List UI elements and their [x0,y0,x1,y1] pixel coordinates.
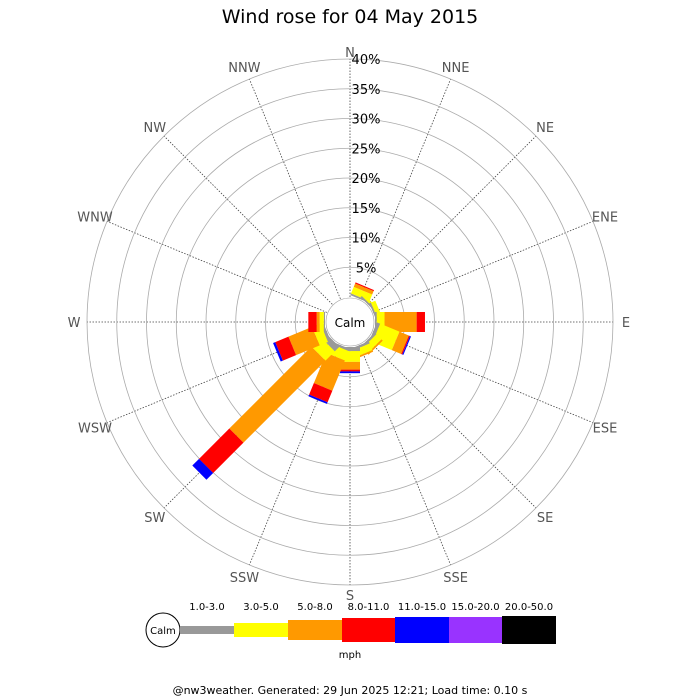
direction-label-n: N [345,46,355,61]
calm-circle [325,297,375,347]
spoke-nw [163,135,333,305]
pct-tick-label: 25% [352,142,381,157]
bar-w-bin3 [308,312,317,332]
direction-label-w: W [68,316,81,331]
direction-label-e: E [622,316,630,331]
bar-ese-bin2 [391,331,409,355]
legend-calm-label: Calm [150,626,176,637]
legend-swatch-bin4 [395,617,449,643]
legend-label-bin6: 20.0-50.0 [505,602,553,613]
legend-unit-label: mph [339,650,361,661]
legend-swatch-bin1 [234,623,288,637]
legend-label-bin4: 11.0-15.0 [398,602,446,613]
bar-wsw-bin3 [275,336,297,361]
direction-label-ese: ESE [593,422,618,437]
legend-label-bin5: 15.0-20.0 [451,602,499,613]
bar-ese-bin3 [401,335,410,355]
direction-label-nw: NW [144,121,167,136]
spoke-wnw [106,220,328,313]
pct-tick-label: 40% [352,53,381,68]
direction-label-ssw: SSW [230,571,260,586]
direction-label-ene: ENE [592,210,618,225]
legend-label-bin2: 5.0-8.0 [297,602,332,613]
direction-label-sse: SSE [443,571,468,586]
grid-ring [235,207,465,437]
grid-ring [205,177,495,467]
spoke-ne [367,135,537,305]
pct-tick-label: 35% [352,83,381,98]
spoke-ese [372,331,594,424]
direction-label-nnw: NNW [228,61,260,76]
pct-tick-label: 20% [352,172,381,187]
grid-ring [86,58,614,586]
bar-nne-bin2 [353,283,374,295]
spoke-nnw [248,78,341,300]
bar-sw-bin4 [192,458,214,480]
bar-ssw-bin3 [309,383,333,403]
legend-label-bin0: 1.0-3.0 [189,602,224,613]
bar-s-bin1 [340,351,360,362]
spoke-se [367,339,537,509]
bar-e-bin2 [384,312,417,332]
direction-label-sw: SW [144,511,165,526]
pct-tick-label: 10% [352,232,381,247]
chart-title: Wind rose for 04 May 2015 [221,6,479,28]
bar-e-bin3 [416,312,425,332]
legend-swatch-bin6 [502,616,556,644]
footer-text: @nw3weather. Generated: 29 Jun 2025 12:2… [172,684,528,697]
pct-tick-label: 30% [352,113,381,128]
direction-label-ne: NE [536,121,554,136]
spoke-ene [372,220,594,313]
legend-label-bin1: 3.0-5.0 [243,602,278,613]
bar-wsw-bin2 [288,326,320,356]
bar-nne-bin1 [351,286,373,302]
pct-tick-label: 5% [356,261,377,276]
pct-tick-label: 15% [352,202,381,217]
bar-w-bin0 [323,312,325,332]
grid-ring [265,237,435,407]
grid-ring [175,147,525,497]
direction-label-s: S [346,589,354,604]
grid-ring [116,88,584,556]
legend-swatch-bin5 [449,617,502,643]
spoke-nne [359,78,452,300]
bar-s-bin4 [340,371,360,374]
direction-label-nne: NNE [442,61,470,76]
legend-label-bin3: 8.0-11.0 [348,602,390,613]
bar-s-bin2 [340,361,360,370]
bar-ssw-bin4 [308,394,328,404]
bar-ese-bin4 [402,335,412,355]
direction-label-wsw: WSW [78,422,112,437]
bar-ssw-bin2 [313,352,345,391]
calm-label: Calm [335,316,366,330]
bar-sw-bin2 [229,346,326,443]
bar-s-bin0 [340,347,360,352]
bar-w-bin1 [319,312,324,332]
bar-nne-bin3 [355,282,375,292]
bar-sw-bin3 [199,428,244,473]
bar-w-bin2 [316,312,320,332]
direction-label-se: SE [537,511,553,526]
direction-label-wnw: WNW [77,210,113,225]
legend-swatch-bin3 [342,618,395,642]
legend-swatch-bin2 [288,620,342,640]
grid-ring [146,118,554,526]
bar-s-bin3 [340,369,360,372]
legend-swatch-bin0 [180,626,234,634]
spoke-sse [359,344,452,566]
bar-wsw-bin4 [273,342,283,362]
